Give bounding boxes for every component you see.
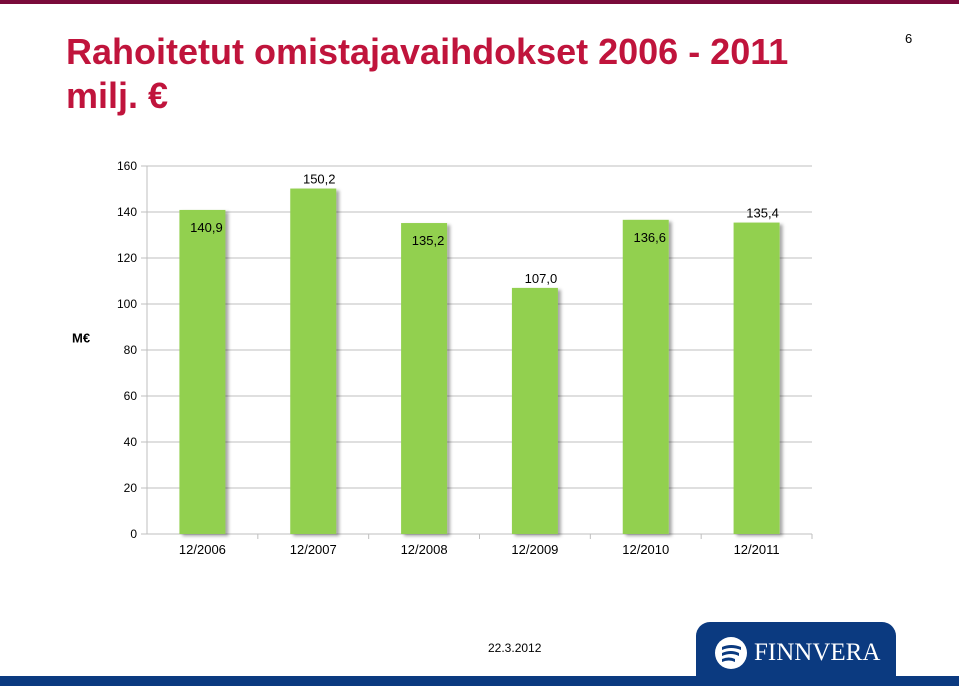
data-label-12-2010: 136,6 [633,230,666,245]
y-tick-label-120: 120 [117,251,137,265]
finnvera-logo-text: FINNVERA [754,639,881,666]
y-tick-label-140: 140 [117,205,137,219]
y-tick-label-100: 100 [117,297,137,311]
bar-12-2008 [401,223,448,534]
finnvera-logo-icon [715,637,747,669]
data-label-12-2008: 135,2 [412,233,445,248]
y-tick-label-60: 60 [124,389,138,403]
top-accent-bar [0,0,959,4]
bottom-brand-bar [0,676,959,686]
bar-12-2007 [290,188,337,534]
x-tick-label-12-2011: 12/2011 [734,542,780,557]
page-number: 6 [905,31,913,46]
slide-title: Rahoitetut omistajavaihdokset 2006 - 201… [66,31,789,116]
x-tick-label-12-2010: 12/2010 [622,542,669,557]
y-axis-label: M€ [72,331,90,346]
bar-12-2011 [733,222,780,534]
x-tick-label-12-2008: 12/2008 [401,542,448,557]
bar-12-2010 [622,219,669,534]
finnvera-logo: FINNVERA [696,622,896,686]
data-label-12-2009: 107,0 [525,271,558,286]
x-tick-label-12-2006: 12/2006 [179,542,226,557]
x-tick-label-12-2009: 12/2009 [511,542,558,557]
data-label-12-2007: 150,2 [303,172,336,187]
data-label-12-2011: 135,4 [746,206,779,221]
slide-date: 22.3.2012 [488,641,542,655]
bar-12-2006 [179,209,226,534]
y-tick-label-80: 80 [124,343,138,357]
bar-12-2009 [511,287,558,534]
y-tick-label-0: 0 [130,527,137,541]
bar-chart: 0 20 40 60 80 100 120 140 160 M€ 140,9 12/2006 150,2… [72,159,813,557]
y-tick-label-40: 40 [124,435,138,449]
data-label-12-2006: 140,9 [190,220,223,235]
y-tick-label-160: 160 [117,159,137,173]
x-tick-label-12-2007: 12/2007 [290,542,337,557]
y-tick-label-20: 20 [124,481,138,495]
